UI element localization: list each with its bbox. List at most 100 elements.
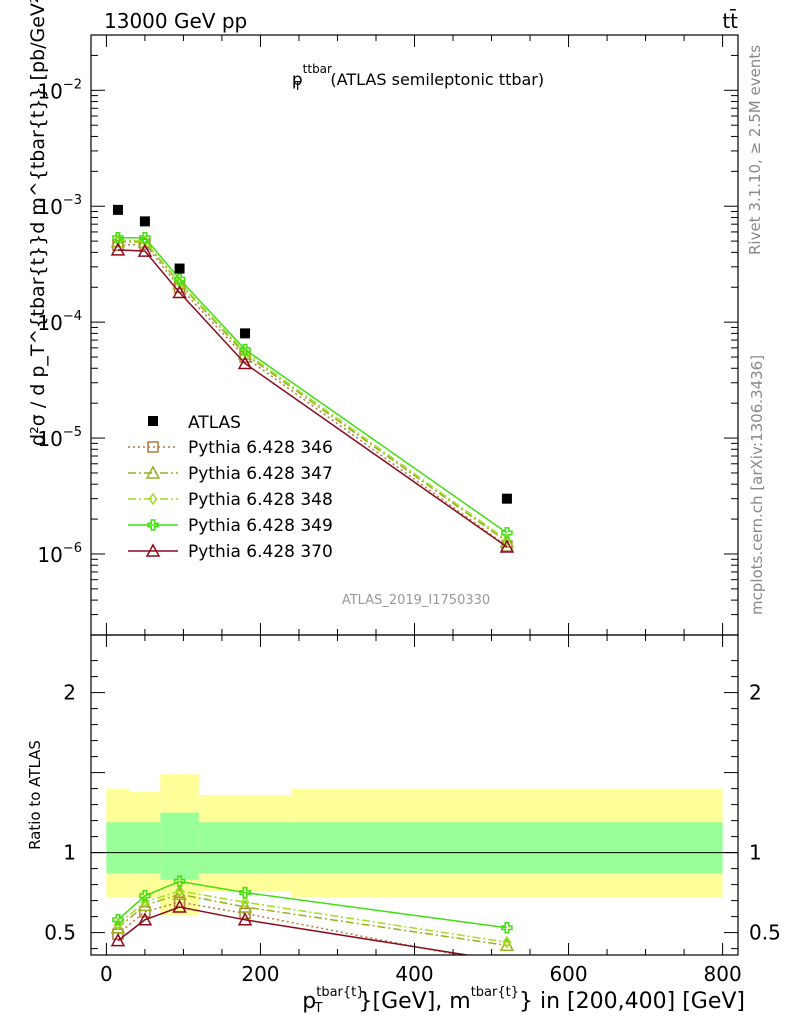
ratio-tick-label-left-1: 1	[63, 841, 76, 865]
y-tick-exponent-1: −5	[63, 425, 82, 440]
ratio-point-p370-4	[506, 953, 508, 955]
main-point-p349-2	[173, 273, 186, 285]
y-tick-label-0: 10−6	[37, 541, 82, 567]
legend-label-p348: Pythia 6.428 348	[188, 490, 333, 510]
main-point-p349-0	[112, 231, 124, 244]
data-point-4	[501, 493, 512, 504]
ratio-line-p348	[117, 890, 508, 943]
plot-title-sup: ttbar	[303, 62, 332, 76]
ratio-point-p347-3	[237, 899, 253, 913]
x-label-mid: }[GeV], m	[358, 989, 470, 1014]
ratio-tick-label-left-2: 2	[63, 681, 76, 705]
process-label: tt̄	[722, 8, 738, 33]
energy-label: 13000 GeV pp	[104, 9, 247, 33]
x-label-sup2: tbar{t}	[471, 985, 519, 1000]
ratio-line-p347	[117, 893, 508, 947]
ratio-point-p348-2	[175, 884, 184, 898]
y-tick-mantissa-1: 10	[37, 427, 62, 451]
ratio-point-p347-0	[110, 920, 126, 934]
legend-marker-p348	[148, 492, 158, 506]
y-tick-exponent-0: −6	[63, 541, 82, 556]
x-label-end: } in [200,400] [GeV]	[519, 989, 745, 1014]
x-label-main: p	[302, 989, 316, 1014]
band-green-bin-3	[198, 822, 292, 874]
data-point-3	[240, 328, 251, 339]
legend-label-data: ATLAS	[188, 413, 241, 433]
main-line-p349	[117, 236, 508, 534]
ratio-point-p347-4	[499, 937, 515, 952]
main-line-p348	[117, 239, 508, 541]
x-tick-label-1: 200	[241, 962, 279, 986]
legend-label-p347: Pythia 6.428 347	[188, 464, 333, 484]
site-label: mcplots.cern.ch [arXiv:1306.3436]	[748, 355, 766, 615]
plot-title-rest: (ATLAS semileptonic ttbar)	[325, 70, 544, 89]
legend-marker-p347	[145, 465, 161, 479]
band-green-bin-2	[160, 812, 199, 880]
x-tick-label-2: 400	[395, 962, 433, 986]
ratio-point-p348-3	[240, 895, 250, 909]
y-tick-label-2: 10−4	[37, 309, 82, 335]
x-label-sub: T	[314, 1001, 323, 1016]
y-tick-label-4: 10−2	[37, 77, 82, 103]
ratio-point-p349-4	[501, 922, 513, 934]
band-green-bin-1	[129, 822, 161, 874]
legend-marker-p346	[147, 441, 159, 453]
band-green-bin-0	[106, 822, 130, 874]
main-point-p370-2	[172, 284, 187, 299]
ratio-tick-label-right-0: 0.5	[749, 921, 781, 945]
x-tick-label-3: 600	[549, 962, 587, 986]
legend-label-p370: Pythia 6.428 370	[188, 542, 333, 562]
data-point-1	[139, 216, 150, 227]
y-tick-mantissa-4: 10	[37, 79, 62, 103]
ratio-point-p370-2	[172, 899, 187, 913]
ratio-point-p370-0	[110, 933, 126, 947]
main-line-p346	[117, 243, 508, 547]
plot-title-sub: T	[293, 79, 302, 93]
y-tick-mantissa-2: 10	[37, 311, 62, 335]
x-axis-label: ptbar{t} T}[GeV], mtbar{t}} in [200,400] …	[302, 985, 745, 1016]
ratio-point-p349-0	[112, 914, 124, 926]
ratio-point-p347-1	[137, 897, 153, 912]
plot-title: pttbar T (ATLAS semileptonic ttbar)	[292, 62, 544, 93]
legend-marker-p370	[145, 543, 161, 557]
ratio-point-p370-3	[237, 912, 253, 926]
band-green-bin-4	[291, 822, 723, 874]
legend-marker-data	[148, 416, 158, 426]
ratio-point-p349-2	[173, 875, 186, 888]
legend-label-p346: Pythia 6.428 346	[188, 438, 333, 458]
ratio-point-p349-3	[239, 886, 251, 899]
legend-label-p349: Pythia 6.428 349	[188, 516, 333, 536]
ratio-line-p349	[117, 880, 508, 929]
ratio-tick-label-left-0: 0.5	[44, 921, 76, 945]
y-tick-mantissa-0: 10	[37, 543, 62, 567]
y-axis-label: d²σ / d p_T^{tbar{t}}d m^{tbar{t}} [pb/G…	[27, 0, 49, 446]
ratio-line-p370	[117, 906, 472, 955]
rivet-label: Rivet 3.1.10, ≥ 2.5M events	[746, 45, 764, 255]
y-tick-mantissa-3: 10	[37, 195, 62, 219]
main-point-p349-3	[239, 343, 251, 356]
ratio-tick-label-right-1: 1	[749, 841, 762, 865]
ratio-point-p370-1	[137, 912, 153, 926]
main-point-p370-0	[110, 242, 126, 256]
main-line-p370	[117, 249, 508, 548]
y-tick-label-3: 10−3	[37, 193, 82, 219]
ratio-point-p347-2	[172, 886, 187, 900]
x-label-sup1: tbar{t}	[316, 985, 364, 1000]
main-point-p370-4	[499, 539, 515, 553]
analysis-label: ATLAS_2019_I1750330	[342, 593, 490, 608]
legend-marker-p349	[147, 519, 159, 531]
main-point-p370-1	[137, 243, 153, 257]
main-point-p370-3	[237, 355, 253, 370]
ratio-point-p346-4	[502, 960, 512, 970]
y-tick-exponent-2: −4	[63, 309, 82, 324]
ratio-point-p348-4	[502, 935, 512, 949]
main-point-p349-1	[139, 231, 151, 244]
x-tick-label-0: 0	[100, 962, 113, 986]
ratio-tick-label-right-2: 2	[749, 681, 762, 705]
y-tick-exponent-4: −2	[63, 77, 82, 92]
y-tick-exponent-3: −3	[63, 193, 82, 208]
data-point-0	[112, 204, 123, 215]
plot-title-main: p	[292, 70, 303, 90]
data-point-2	[174, 263, 185, 274]
